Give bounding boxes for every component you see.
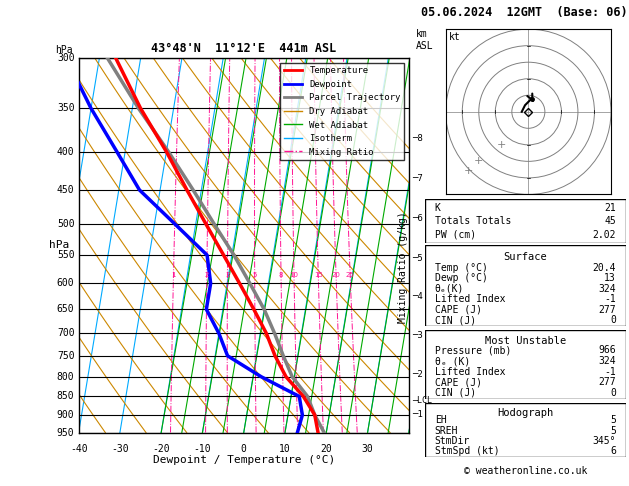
Text: 350: 350 [57, 104, 74, 113]
Text: 600: 600 [57, 278, 74, 288]
Text: Most Unstable: Most Unstable [484, 336, 566, 346]
Text: -30: -30 [111, 444, 129, 454]
Text: Totals Totals: Totals Totals [435, 216, 511, 226]
Text: ─8: ─8 [412, 134, 423, 143]
Text: θₑ (K): θₑ (K) [435, 356, 470, 366]
Text: 277: 277 [598, 305, 616, 315]
Text: 300: 300 [57, 53, 74, 63]
Text: 2.02: 2.02 [593, 229, 616, 240]
Text: 3: 3 [225, 272, 230, 278]
Text: -1: -1 [604, 295, 616, 304]
Text: Mixing Ratio (g/kg): Mixing Ratio (g/kg) [398, 211, 408, 323]
Text: 45: 45 [604, 216, 616, 226]
Text: hPa: hPa [55, 45, 73, 54]
Text: Dewp (°C): Dewp (°C) [435, 274, 487, 283]
Text: θₑ(K): θₑ(K) [435, 284, 464, 294]
Legend: Temperature, Dewpoint, Parcel Trajectory, Dry Adiabat, Wet Adiabat, Isotherm, Mi: Temperature, Dewpoint, Parcel Trajectory… [281, 63, 404, 160]
Text: Surface: Surface [503, 252, 547, 262]
Text: 324: 324 [598, 356, 616, 366]
Text: 966: 966 [598, 346, 616, 355]
Text: -40: -40 [70, 444, 87, 454]
Text: ─4: ─4 [412, 292, 423, 301]
Text: ─7: ─7 [412, 174, 423, 183]
Text: 5: 5 [252, 272, 257, 278]
Text: 5: 5 [610, 426, 616, 435]
Text: 450: 450 [57, 185, 74, 195]
Text: Dewpoint / Temperature (°C): Dewpoint / Temperature (°C) [153, 455, 335, 465]
Text: Lifted Index: Lifted Index [435, 295, 505, 304]
Text: -1: -1 [604, 366, 616, 377]
Text: StmDir: StmDir [435, 436, 470, 446]
Text: PW (cm): PW (cm) [435, 229, 476, 240]
Text: K: K [435, 203, 440, 213]
Text: © weatheronline.co.uk: © weatheronline.co.uk [464, 467, 587, 476]
Text: 10: 10 [279, 444, 291, 454]
Text: 800: 800 [57, 372, 74, 382]
Text: 25: 25 [346, 272, 355, 278]
Text: ─5: ─5 [412, 254, 423, 262]
Text: CAPE (J): CAPE (J) [435, 305, 482, 315]
Text: Hodograph: Hodograph [497, 408, 554, 417]
Text: SREH: SREH [435, 426, 458, 435]
Text: ─2: ─2 [412, 370, 423, 379]
Text: 950: 950 [57, 428, 74, 437]
Text: 500: 500 [57, 219, 74, 229]
Text: Lifted Index: Lifted Index [435, 366, 505, 377]
Text: 30: 30 [362, 444, 374, 454]
Text: 8: 8 [279, 272, 283, 278]
Text: 15: 15 [314, 272, 323, 278]
Text: 43°48'N  11°12'E  441m ASL: 43°48'N 11°12'E 441m ASL [151, 42, 337, 54]
Text: -20: -20 [152, 444, 170, 454]
Text: StmSpd (kt): StmSpd (kt) [435, 447, 499, 456]
Text: 750: 750 [57, 351, 74, 361]
Text: 6: 6 [610, 447, 616, 456]
Text: 10: 10 [289, 272, 299, 278]
Text: hPa: hPa [48, 241, 69, 250]
Text: ─LCL: ─LCL [412, 396, 432, 405]
Text: 1: 1 [171, 272, 175, 278]
Text: 0: 0 [241, 444, 247, 454]
Text: 650: 650 [57, 304, 74, 314]
Text: CAPE (J): CAPE (J) [435, 377, 482, 387]
Text: 850: 850 [57, 391, 74, 401]
Text: Temp (°C): Temp (°C) [435, 263, 487, 273]
Text: CIN (J): CIN (J) [435, 315, 476, 325]
Text: 21: 21 [604, 203, 616, 213]
Text: 900: 900 [57, 410, 74, 420]
Text: 277: 277 [598, 377, 616, 387]
Text: ─1: ─1 [412, 411, 423, 419]
Text: 0: 0 [610, 388, 616, 398]
Text: CIN (J): CIN (J) [435, 388, 476, 398]
Text: 20.4: 20.4 [593, 263, 616, 273]
Text: 700: 700 [57, 329, 74, 338]
Text: +: + [474, 156, 484, 166]
Text: 20: 20 [331, 272, 340, 278]
Text: +: + [498, 140, 506, 150]
Text: kt: kt [449, 33, 461, 42]
Text: Pressure (mb): Pressure (mb) [435, 346, 511, 355]
Text: km
ASL: km ASL [416, 29, 433, 51]
Text: 2: 2 [204, 272, 209, 278]
Text: 05.06.2024  12GMT  (Base: 06): 05.06.2024 12GMT (Base: 06) [421, 6, 628, 18]
Text: 0: 0 [610, 315, 616, 325]
Text: 345°: 345° [593, 436, 616, 446]
Text: 5: 5 [610, 415, 616, 425]
Text: ─6: ─6 [412, 214, 423, 224]
Text: EH: EH [435, 415, 447, 425]
Text: 400: 400 [57, 147, 74, 156]
Text: ─3: ─3 [412, 331, 423, 340]
Text: 324: 324 [598, 284, 616, 294]
Text: +: + [464, 166, 474, 176]
Text: 550: 550 [57, 250, 74, 260]
Text: 20: 20 [320, 444, 332, 454]
Text: -10: -10 [194, 444, 211, 454]
Text: 13: 13 [604, 274, 616, 283]
